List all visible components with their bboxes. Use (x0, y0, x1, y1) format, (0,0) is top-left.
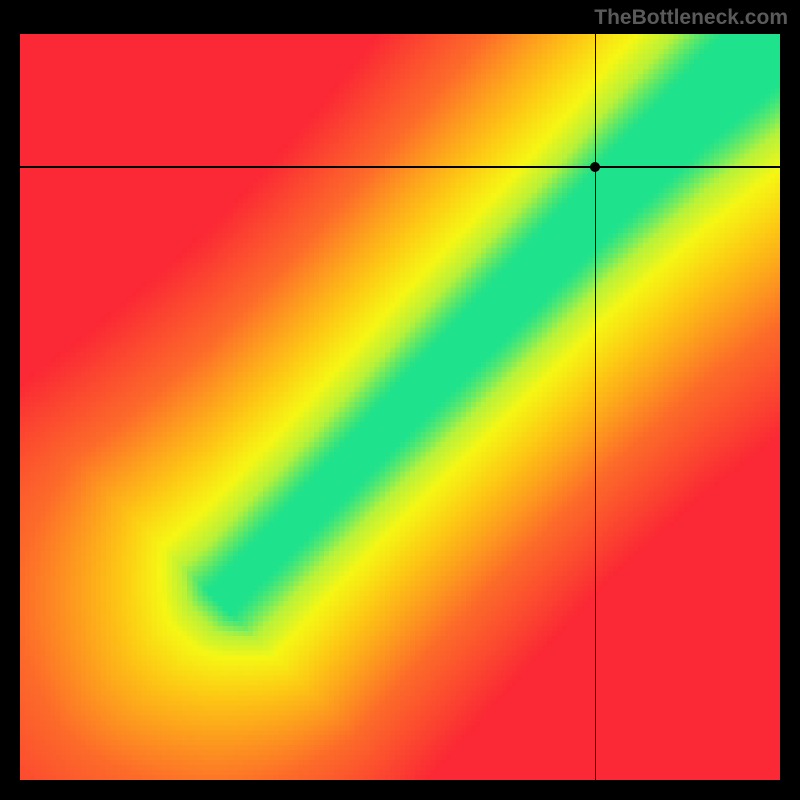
crosshair-marker (590, 162, 600, 172)
crosshair-horizontal (20, 166, 780, 168)
chart-container: TheBottleneck.com (0, 0, 800, 800)
crosshair-vertical (595, 34, 597, 780)
heatmap-canvas (20, 34, 780, 780)
plot-area (20, 34, 780, 780)
watermark-text: TheBottleneck.com (594, 6, 788, 30)
